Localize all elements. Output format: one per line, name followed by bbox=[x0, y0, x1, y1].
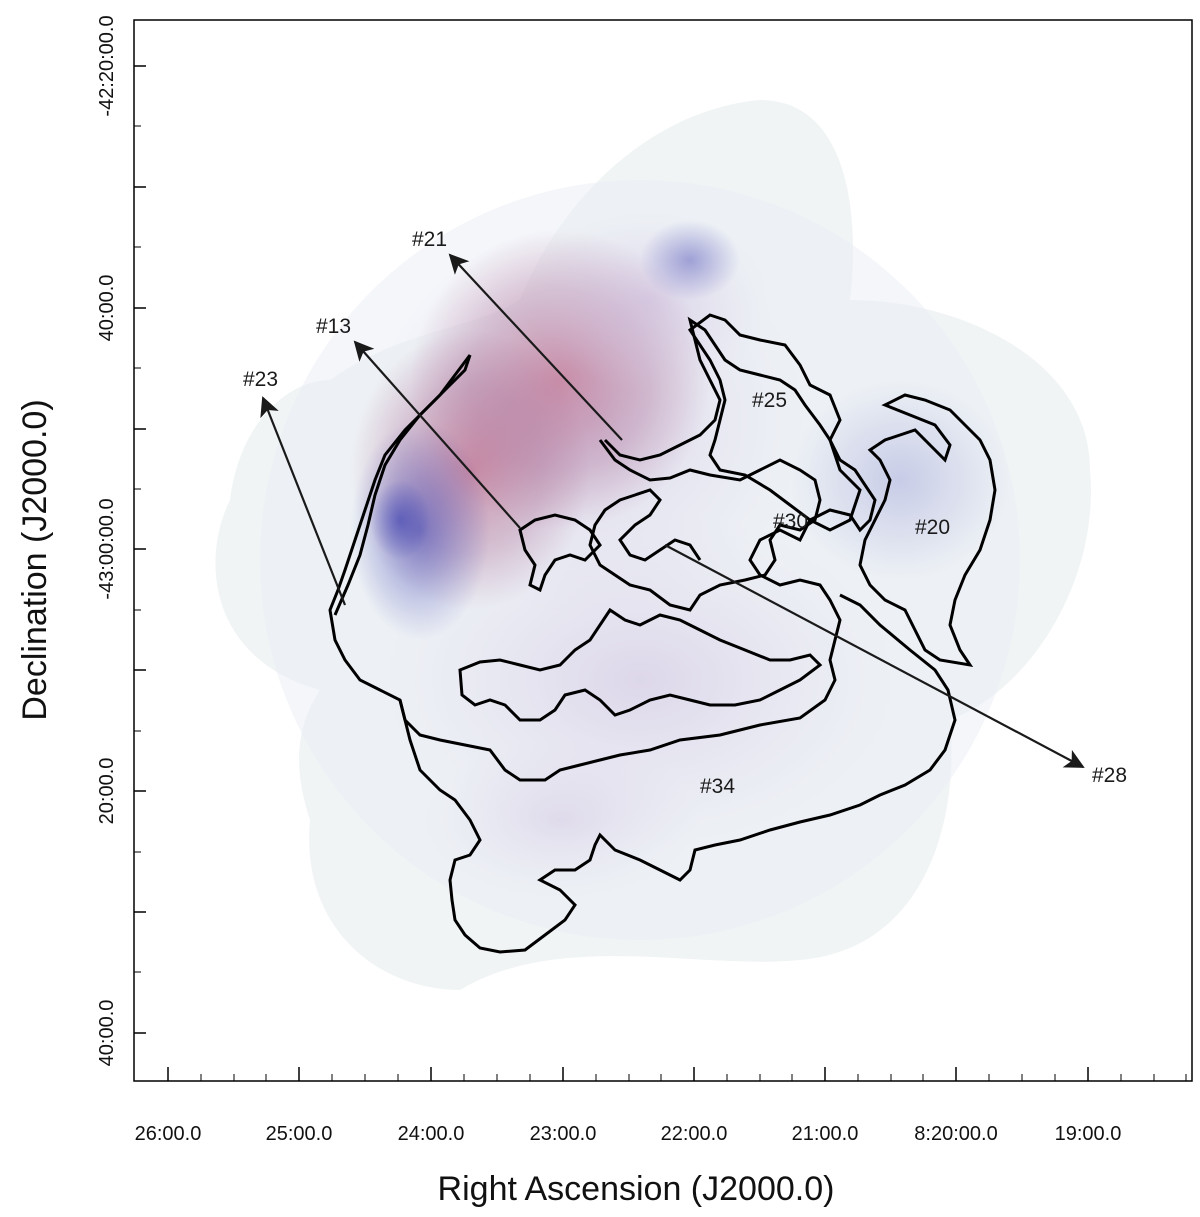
region-labels: #25 #30 #20 #34 bbox=[700, 389, 950, 798]
contour-inner-lower bbox=[458, 607, 823, 722]
contour-west-blob bbox=[518, 513, 602, 593]
contour-20 bbox=[858, 393, 997, 668]
contour-outer-east bbox=[328, 316, 877, 782]
arrow-21 bbox=[448, 253, 623, 441]
direction-arrows bbox=[260, 253, 1085, 768]
x-tick-label: 25:00.0 bbox=[266, 1123, 333, 1145]
axes-frame bbox=[133, 19, 1193, 1082]
contour-east-thin bbox=[333, 354, 472, 616]
arrow-23 bbox=[260, 396, 347, 606]
region-contours bbox=[328, 313, 997, 954]
x-tick-label: 26:00.0 bbox=[135, 1123, 202, 1145]
y-tick-label: 40:00.0 bbox=[96, 275, 118, 342]
arrow-label-23: #23 bbox=[243, 368, 278, 391]
arrow-label-13: #13 bbox=[316, 315, 351, 338]
arrow-13 bbox=[353, 340, 521, 529]
y-tick-label: 20:00.0 bbox=[96, 758, 118, 825]
arrow-label-28: #28 bbox=[1092, 764, 1127, 787]
contour-34 bbox=[398, 593, 957, 954]
x-tick-label: 8:20:00.0 bbox=[914, 1123, 997, 1145]
arrow-28 bbox=[664, 544, 1085, 768]
x-tick-label: 19:00.0 bbox=[1055, 1123, 1122, 1145]
arrow-labels: #21 #13 #23 #28 bbox=[243, 228, 1127, 787]
y-tick-labels: -42:20:00.0 40:00.0 -43:00:00.0 20:00.0 … bbox=[96, 15, 118, 1066]
region-label-34: #34 bbox=[700, 775, 735, 798]
x-tick-label: 22:00.0 bbox=[661, 1123, 728, 1145]
y-tick-label: -43:00:00.0 bbox=[96, 498, 118, 599]
x-tick-label: 21:00.0 bbox=[792, 1123, 859, 1145]
y-tick-label: 40:00.0 bbox=[96, 1000, 118, 1067]
y-tick-label: -42:20:00.0 bbox=[96, 15, 118, 116]
emission-nebula bbox=[350, 210, 1010, 900]
contour-inner-core bbox=[588, 439, 822, 612]
x-tick-label: 23:00.0 bbox=[530, 1123, 597, 1145]
arrow-label-21: #21 bbox=[412, 228, 447, 251]
region-label-30: #30 bbox=[773, 510, 808, 533]
region-label-20: #20 bbox=[915, 516, 950, 539]
contour-25 bbox=[687, 313, 862, 532]
region-label-25: #25 bbox=[752, 389, 787, 412]
x-axis-title: Right Ascension (J2000.0) bbox=[438, 1170, 835, 1208]
x-tick-labels: 26:00.0 25:00.0 24:00.0 23:00.0 22:00.0 … bbox=[135, 1123, 1122, 1145]
y-axis-title: Declination (J2000.0) bbox=[16, 399, 54, 720]
x-tick-label: 24:00.0 bbox=[398, 1123, 465, 1145]
